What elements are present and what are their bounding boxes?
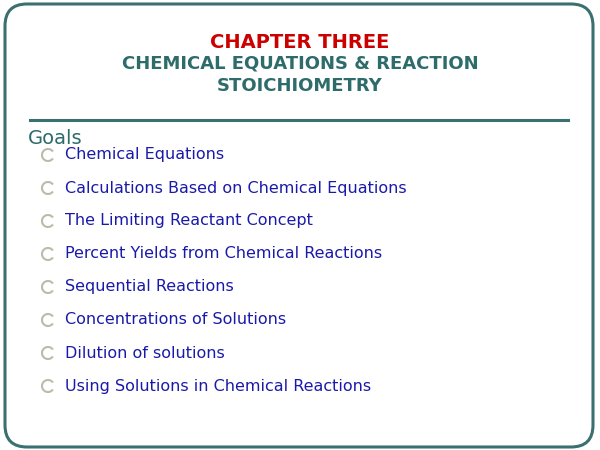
Text: Using Solutions in Chemical Reactions: Using Solutions in Chemical Reactions — [65, 378, 371, 393]
Text: Calculations Based on Chemical Equations: Calculations Based on Chemical Equations — [65, 180, 407, 195]
Text: Goals: Goals — [28, 129, 83, 148]
Text: CHEMICAL EQUATIONS & REACTION
STOICHIOMETRY: CHEMICAL EQUATIONS & REACTION STOICHIOME… — [122, 54, 478, 95]
FancyBboxPatch shape — [5, 4, 593, 447]
Text: Dilution of solutions: Dilution of solutions — [65, 346, 225, 360]
Text: Chemical Equations: Chemical Equations — [65, 148, 224, 162]
Text: CHAPTER THREE: CHAPTER THREE — [211, 32, 389, 51]
Text: Sequential Reactions: Sequential Reactions — [65, 279, 234, 294]
Text: Concentrations of Solutions: Concentrations of Solutions — [65, 312, 286, 328]
Text: Percent Yields from Chemical Reactions: Percent Yields from Chemical Reactions — [65, 247, 382, 261]
Text: The Limiting Reactant Concept: The Limiting Reactant Concept — [65, 213, 313, 229]
